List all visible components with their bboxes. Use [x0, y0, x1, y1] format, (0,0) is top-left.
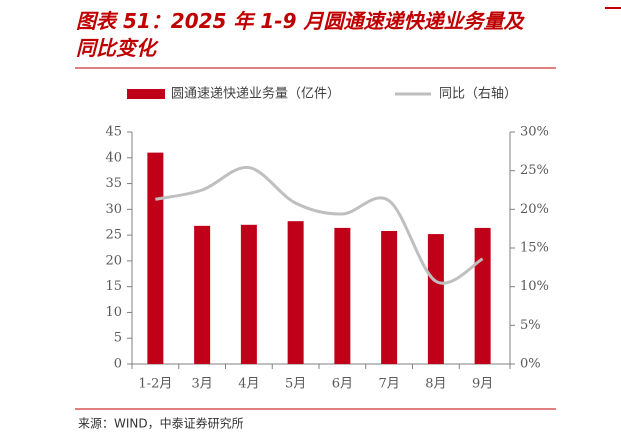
x-tick-label: 3月 — [191, 377, 212, 392]
legend-swatch — [127, 89, 165, 99]
x-tick-label: 9月 — [472, 377, 493, 392]
y2-tick-label: 15% — [520, 241, 549, 256]
y2-tick-label: 5% — [520, 318, 541, 333]
y-tick-label: 25 — [105, 228, 122, 243]
y2-tick-label: 0% — [520, 357, 541, 372]
bar — [287, 221, 304, 364]
y2-tick-label: 20% — [520, 202, 549, 217]
x-tick-label: 8月 — [425, 377, 446, 392]
y-tick-label: 5 — [114, 331, 122, 346]
y-tick-label: 30 — [105, 202, 122, 217]
legend-label: 圆通速递快递业务量（亿件） — [171, 86, 340, 102]
x-tick-label: 1-2月 — [138, 377, 172, 392]
bar — [381, 230, 398, 364]
y2-tick-label: 10% — [520, 279, 549, 294]
bar — [240, 224, 257, 364]
x-tick-label: 4月 — [238, 377, 259, 392]
bar — [427, 234, 444, 364]
bar — [474, 227, 491, 364]
y-tick-label: 45 — [105, 125, 122, 140]
chart-title: 图表 51：2025 年 1-9 月圆通速递快递业务量及同比变化 — [76, 9, 524, 60]
bar — [334, 227, 351, 364]
bar — [147, 152, 164, 364]
y2-tick-label: 30% — [520, 125, 549, 140]
y-tick-label: 15 — [105, 279, 122, 294]
y-tick-label: 0 — [114, 357, 122, 372]
y-tick-label: 20 — [105, 253, 122, 268]
x-tick-label: 5月 — [285, 377, 306, 392]
y-tick-label: 35 — [105, 176, 122, 191]
y-tick-label: 10 — [105, 305, 122, 320]
y2-tick-label: 25% — [520, 163, 549, 178]
bar — [194, 225, 211, 364]
y-tick-label: 40 — [105, 150, 122, 165]
x-tick-label: 6月 — [332, 377, 353, 392]
x-tick-label: 7月 — [378, 377, 399, 392]
source: 来源：WIND，中泰证券研究所 — [78, 416, 244, 431]
line — [155, 166, 484, 285]
legend-label: 同比（右轴） — [439, 87, 517, 102]
